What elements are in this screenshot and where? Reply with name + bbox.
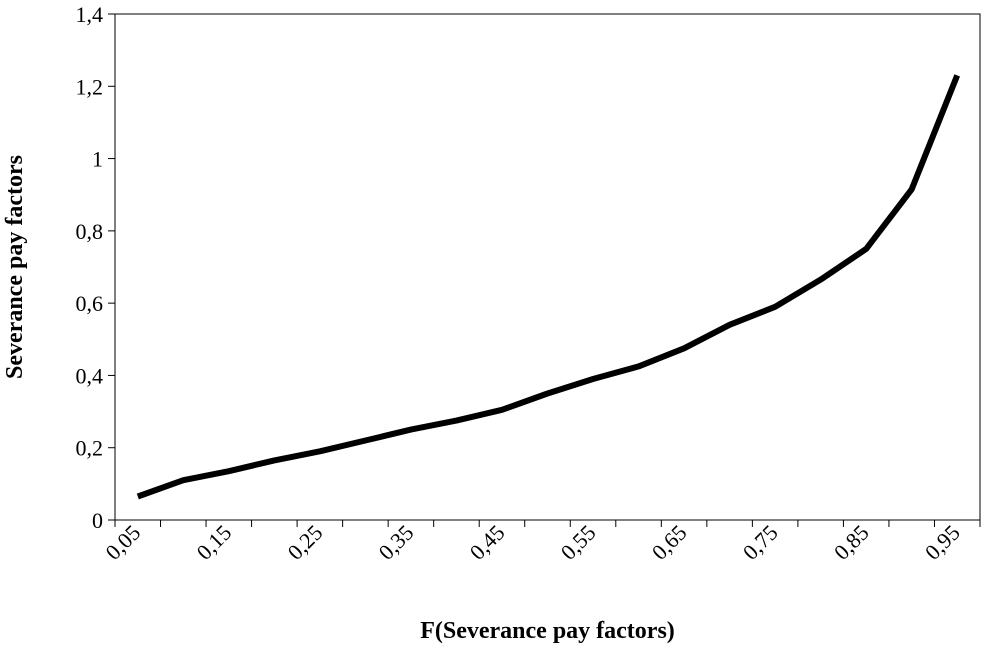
x-tick-label: 0,45: [465, 520, 510, 565]
plot-area-frame: [114, 13, 981, 521]
y-tick-label: 0,6: [76, 291, 104, 316]
series-layer: [136, 74, 960, 500]
y-tick-label: 0,8: [76, 219, 104, 244]
x-tick-label: 0,25: [283, 520, 328, 565]
x-tick-label: 0,35: [374, 520, 419, 565]
y-tick-label: 1: [92, 147, 103, 172]
x-tick-label: 0,65: [647, 520, 692, 565]
x-tick-label: 0,95: [920, 520, 965, 565]
x-tick-label: 0,15: [191, 520, 236, 565]
y-axis-title: Severance pay factors: [2, 155, 28, 379]
x-axis-title: F(Severance pay factors): [420, 618, 675, 644]
series-line: [136, 74, 960, 500]
x-tick-label: 0,55: [556, 520, 601, 565]
y-tick-label: 1,2: [76, 74, 104, 99]
y-axis-tick-labels: 0 0,2 0,4 0,6 0,8 1 1,2 1,4: [76, 2, 104, 533]
y-tick-label: 0,2: [76, 436, 104, 461]
x-tick-label: 0,75: [738, 520, 783, 565]
y-tick-label: 1,4: [76, 2, 104, 27]
y-tick-label: 0,4: [76, 363, 104, 388]
y-tick-label: 0: [92, 508, 103, 533]
x-axis-ticks: [114, 520, 981, 527]
y-axis-ticks: [108, 13, 115, 521]
x-tick-label: 0,85: [829, 520, 874, 565]
x-axis-tick-labels: 0,05 0,15 0,25 0,35 0,45 0,55 0,65 0,75 0,85 0,95: [100, 520, 964, 565]
x-tick-label: 0,05: [100, 520, 145, 565]
